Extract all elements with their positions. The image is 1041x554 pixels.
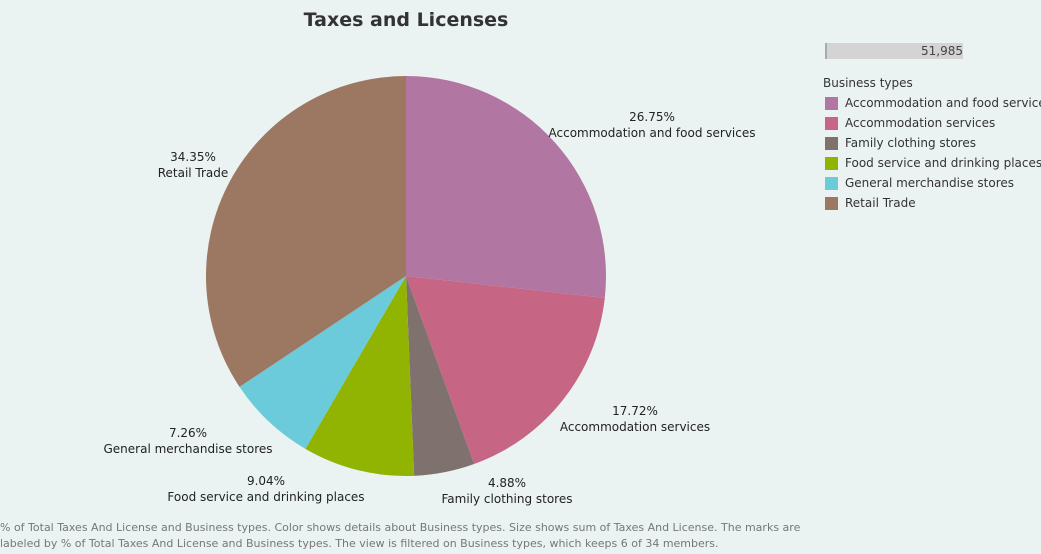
legend-item[interactable]: General merchandise stores [823, 173, 1038, 193]
legend-swatch [825, 116, 838, 130]
slice-category-label: Accommodation services [560, 420, 710, 434]
pie-slice[interactable] [406, 76, 606, 298]
legend-title: Business types [823, 76, 913, 90]
slice-value-label: 34.35% [170, 150, 216, 164]
legend-label: General merchandise stores [845, 176, 1015, 190]
legend-label: Accommodation services [845, 116, 996, 130]
slider-value: 51,985 [921, 44, 963, 58]
slice-value-label: 9.04% [247, 474, 285, 488]
legend-swatch [825, 136, 838, 150]
slice-category-label: General merchandise stores [103, 442, 272, 456]
legend-swatch [825, 96, 838, 110]
pie-slice[interactable] [239, 276, 406, 449]
legend-items: Accommodation and food services Accommoda… [823, 93, 1041, 213]
legend-label: Accommodation and food services [845, 96, 1041, 110]
legend-item[interactable]: Family clothing stores [823, 133, 1038, 153]
pie-slice[interactable] [305, 276, 415, 476]
slice-category-label: Retail Trade [158, 166, 229, 180]
legend-swatch [825, 176, 838, 190]
footnote: % of Total Taxes And License and Busines… [0, 521, 801, 550]
slice-value-label: 17.72% [612, 404, 658, 418]
legend-label: Food service and drinking places [845, 156, 1041, 170]
slice-value-label: 4.88% [488, 476, 526, 490]
filter-slider[interactable]: 51,985 [825, 43, 963, 59]
slice-value-label: 26.75% [629, 110, 675, 124]
legend-item[interactable]: Accommodation and food services [823, 93, 1041, 113]
legend-label: Family clothing stores [845, 136, 976, 150]
legend-item[interactable]: Food service and drinking places [823, 153, 1041, 173]
slice-category-label: Accommodation and food services [549, 126, 756, 140]
legend-swatch [825, 196, 838, 210]
pie-slice[interactable] [406, 276, 475, 476]
legend-item[interactable]: Retail Trade [823, 193, 1038, 213]
pie-slice[interactable] [206, 76, 406, 387]
slice-category-label: Family clothing stores [442, 492, 573, 506]
legend-item[interactable]: Accommodation services [823, 113, 1038, 133]
legend: Business types Accommodation and food se… [823, 76, 1041, 213]
legend-label: Retail Trade [845, 196, 916, 210]
chart-title: Taxes and Licenses [303, 9, 509, 31]
legend-swatch [825, 156, 838, 170]
slice-value-label: 7.26% [169, 426, 207, 440]
pie-slice[interactable] [406, 276, 605, 465]
slice-category-label: Food service and drinking places [167, 490, 364, 504]
